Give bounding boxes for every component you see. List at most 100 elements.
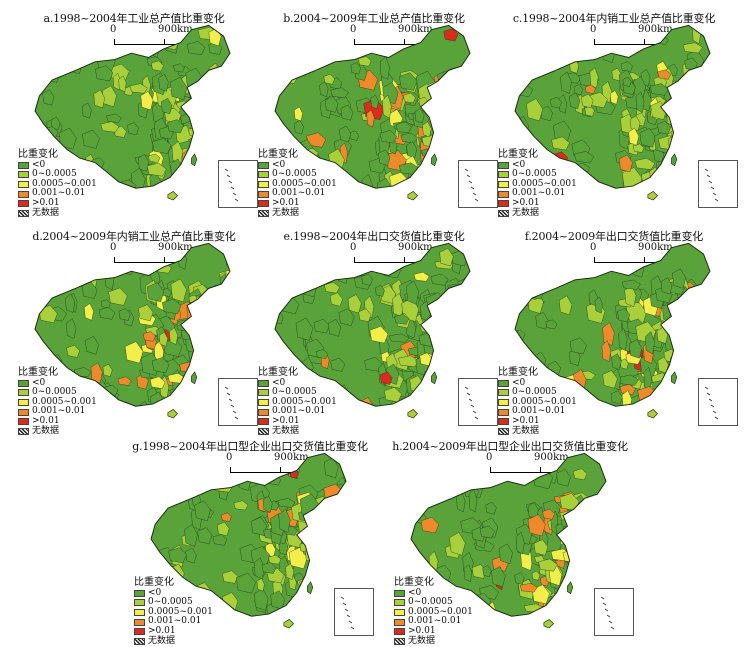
region-polygon xyxy=(619,384,636,395)
legend-label: 无数据 xyxy=(512,207,540,218)
legend-label: 0.0005~0.001 xyxy=(408,606,473,617)
boundary-dash xyxy=(342,602,347,606)
region-polygon xyxy=(309,586,331,611)
region-polygon xyxy=(199,95,216,110)
region-polygon xyxy=(678,127,697,147)
region-polygon xyxy=(587,536,606,553)
region-polygon xyxy=(423,464,432,479)
region-polygon xyxy=(576,541,594,553)
region-polygon xyxy=(482,565,492,578)
region-polygon xyxy=(550,96,562,109)
region-polygon xyxy=(106,113,122,123)
map-panel-f: f.2004~2009年出口交货值比重变化 0 900km 比重变化 <0 0~0.00… xyxy=(494,228,738,435)
region-polygon xyxy=(41,64,61,83)
legend-swatch xyxy=(498,389,509,397)
region-polygon xyxy=(527,514,546,537)
country-outline xyxy=(410,452,607,617)
legend-swatch xyxy=(258,181,269,189)
scale-distance-label: 900km xyxy=(274,452,309,463)
region-polygon xyxy=(466,118,470,137)
region-polygon xyxy=(321,249,337,263)
region-polygon xyxy=(602,322,615,346)
region-polygon xyxy=(366,109,375,128)
region-polygon xyxy=(441,94,460,107)
region-polygon xyxy=(613,25,627,36)
scale-zero-label: 0 xyxy=(590,242,597,253)
region-polygon xyxy=(102,363,113,377)
region-polygon xyxy=(577,529,590,542)
legend-swatch xyxy=(498,181,509,189)
region-polygon xyxy=(204,75,223,86)
boundary-dash xyxy=(714,416,719,420)
region-polygon xyxy=(514,572,525,585)
region-polygon xyxy=(446,122,455,138)
region-polygon xyxy=(689,358,708,370)
region-polygon xyxy=(222,570,239,584)
region-polygon xyxy=(645,331,655,355)
map-legend: 比重变化 <0 0~0.0005 0.0005~0.001 0.001~0.01 >0.0… xyxy=(134,578,213,646)
region-polygon xyxy=(445,337,456,356)
legend-item-nodata: 无数据 xyxy=(498,426,577,437)
region-polygon xyxy=(186,302,201,323)
region-polygon xyxy=(638,247,649,267)
region-polygon xyxy=(447,94,463,115)
legend-label: >0.01 xyxy=(32,415,60,426)
region-polygon xyxy=(203,120,220,144)
region-polygon xyxy=(361,273,373,286)
region-polygon xyxy=(169,327,179,345)
legend-item: 0~0.0005 xyxy=(18,388,97,398)
region-polygon xyxy=(435,157,446,175)
region-polygon xyxy=(689,330,704,346)
region-polygon xyxy=(221,512,232,522)
region-polygon xyxy=(569,57,579,74)
legend-swatch xyxy=(394,599,405,607)
legend-item-nodata: 无数据 xyxy=(498,207,577,219)
panel-title: f.2004~2009年出口交货值比重变化 xyxy=(524,230,704,243)
region-polygon xyxy=(318,251,332,273)
legend-item: >0.01 xyxy=(18,415,97,427)
china-choropleth-map xyxy=(274,242,471,419)
region-polygon xyxy=(191,338,209,352)
region-polygon xyxy=(319,555,331,570)
region-polygon xyxy=(569,92,581,109)
map-panel-d: d.2004~2009年内销工业总产值比重变化 0 900km 比重变化 <0 0~0.… xyxy=(14,228,258,435)
region-polygon xyxy=(620,358,629,370)
legend-label: >0.01 xyxy=(272,415,300,426)
region-polygon xyxy=(211,87,227,111)
region-polygon xyxy=(564,595,581,608)
region-polygon xyxy=(315,605,334,617)
legend-item-nodata: 无数据 xyxy=(258,426,337,437)
region-polygon xyxy=(433,327,448,350)
region-polygon xyxy=(570,39,581,64)
region-polygon xyxy=(673,122,685,141)
legend-label: 0~0.0005 xyxy=(272,387,317,398)
legend-swatch xyxy=(498,418,509,426)
legend-item: <0 xyxy=(258,160,337,171)
region-polygon xyxy=(198,174,209,189)
boundary-dash xyxy=(228,398,233,402)
region-polygon xyxy=(358,56,372,67)
region-polygon xyxy=(657,120,671,135)
legend-item: 0.001~0.01 xyxy=(134,617,213,627)
legend-label: 0.001~0.01 xyxy=(32,188,86,199)
region-polygon xyxy=(395,121,412,134)
region-polygon xyxy=(206,300,225,314)
region-polygon xyxy=(117,376,132,386)
scale-bar-midtick xyxy=(164,257,165,263)
region-polygon xyxy=(330,87,349,99)
legend-item: 0.0005~0.001 xyxy=(18,397,97,408)
region-polygon xyxy=(299,260,319,282)
region-polygon xyxy=(610,90,619,105)
hainan-island xyxy=(543,619,554,629)
legend-swatch xyxy=(134,609,145,617)
boundary-dash xyxy=(474,198,479,202)
region-polygon xyxy=(679,356,700,373)
region-polygon xyxy=(554,586,569,598)
region-polygon xyxy=(68,56,83,75)
region-polygon xyxy=(144,243,164,258)
legend-swatch xyxy=(498,161,509,169)
region-polygon xyxy=(104,396,117,407)
hainan-island xyxy=(167,191,178,201)
inset-map xyxy=(464,386,479,420)
legend-item: >0.01 xyxy=(18,198,97,209)
